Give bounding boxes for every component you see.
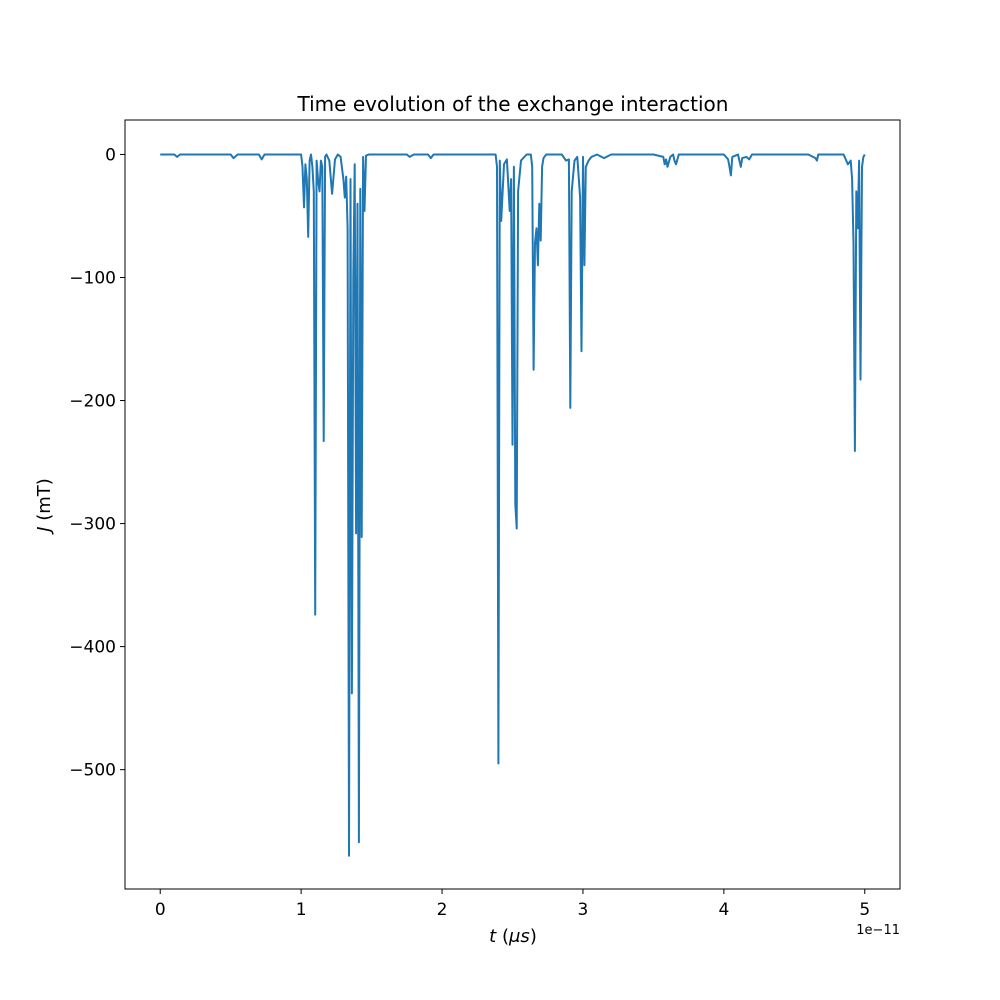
y-tick-label: −200 — [69, 392, 116, 412]
x-tick-label: 1 — [296, 900, 307, 920]
x-tick-label: 3 — [578, 900, 589, 920]
y-axis-ticks: 0 −100 −200 −300 −400 −500 — [69, 145, 125, 781]
series-layer — [160, 153, 866, 857]
y-tick-label: −400 — [69, 638, 116, 658]
x-tick-label: 5 — [859, 900, 870, 920]
y-tick-label: 0 — [105, 145, 116, 165]
y-tick-label: −300 — [69, 515, 116, 535]
y-tick-label: −500 — [69, 761, 116, 781]
x-axis-offset-text: 1e−11 — [856, 923, 900, 938]
x-tick-label: 0 — [155, 900, 166, 920]
series-line-0 — [160, 153, 866, 857]
chart-title: Time evolution of the exchange interacti… — [297, 92, 729, 116]
x-tick-label: 4 — [718, 900, 729, 920]
x-axis-ticks: 0 1 2 3 4 5 — [155, 889, 870, 920]
x-axis-label: t (μs) — [489, 926, 537, 947]
x-tick-label: 2 — [437, 900, 448, 920]
y-tick-label: −100 — [69, 268, 116, 288]
y-axis-label: J (mT) — [34, 478, 55, 535]
plot-frame — [124, 119, 901, 890]
